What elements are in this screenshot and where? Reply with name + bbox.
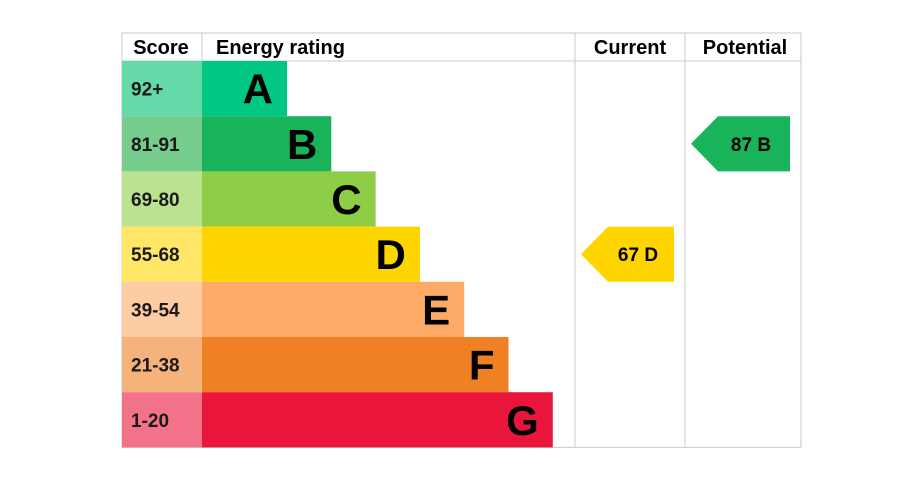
rating-bar	[202, 392, 553, 448]
rating-bar	[202, 226, 420, 282]
potential-rating-marker-label: 87 B	[731, 135, 771, 156]
score-cell	[122, 171, 202, 227]
rating-bar	[202, 116, 332, 172]
score-range-label: 92+	[131, 80, 163, 101]
band-f: 21-38 F	[122, 337, 509, 393]
band-e: 39-54 E	[122, 281, 465, 337]
band-b: 81-91 B	[122, 116, 332, 172]
rating-bar	[202, 171, 376, 227]
rating-bar	[202, 61, 287, 117]
current-rating-marker: 67 D	[581, 226, 674, 282]
rating-letter: E	[422, 286, 450, 333]
rating-letter: A	[243, 66, 273, 113]
table-header-row: Score Energy rating Current Potential	[133, 37, 787, 59]
score-cell	[122, 281, 202, 337]
rating-bar	[202, 281, 465, 337]
current-rating-marker-label: 67 D	[618, 245, 658, 266]
score-cell	[122, 226, 202, 282]
energy-rating-column-header: Energy rating	[216, 37, 345, 59]
score-cell	[122, 337, 202, 393]
potential-column-header: Potential	[703, 37, 787, 59]
band-g: 1-20 G	[122, 392, 553, 448]
score-range-label: 81-91	[131, 135, 180, 156]
rating-markers: 67 D 87 B	[581, 116, 790, 282]
score-cell	[122, 392, 202, 448]
rating-letter: D	[376, 231, 406, 278]
score-range-label: 55-68	[131, 245, 180, 266]
rating-letter: G	[506, 397, 539, 444]
score-cell	[122, 116, 202, 172]
rating-bands: 92+ A 81-91 B 69-80 C 55-68 D 39-54 E 21-38 F 1-20 G	[122, 61, 553, 448]
band-a: 92+ A	[122, 61, 287, 117]
potential-rating-marker-arrow	[691, 116, 790, 172]
score-range-label: 69-80	[131, 190, 180, 211]
rating-letter: C	[331, 176, 361, 223]
current-rating-marker-arrow	[581, 226, 674, 282]
score-column-header: Score	[133, 37, 189, 59]
score-cell	[122, 61, 202, 117]
current-column-header: Current	[594, 37, 667, 59]
score-range-label: 21-38	[131, 356, 180, 377]
rating-bar	[202, 337, 509, 393]
score-range-label: 1-20	[131, 411, 169, 432]
band-c: 69-80 C	[122, 171, 376, 227]
rating-letter: B	[287, 121, 317, 168]
band-d: 55-68 D	[122, 226, 420, 282]
rating-letter: F	[469, 342, 495, 389]
score-range-label: 39-54	[131, 300, 180, 321]
potential-rating-marker: 87 B	[691, 116, 790, 172]
